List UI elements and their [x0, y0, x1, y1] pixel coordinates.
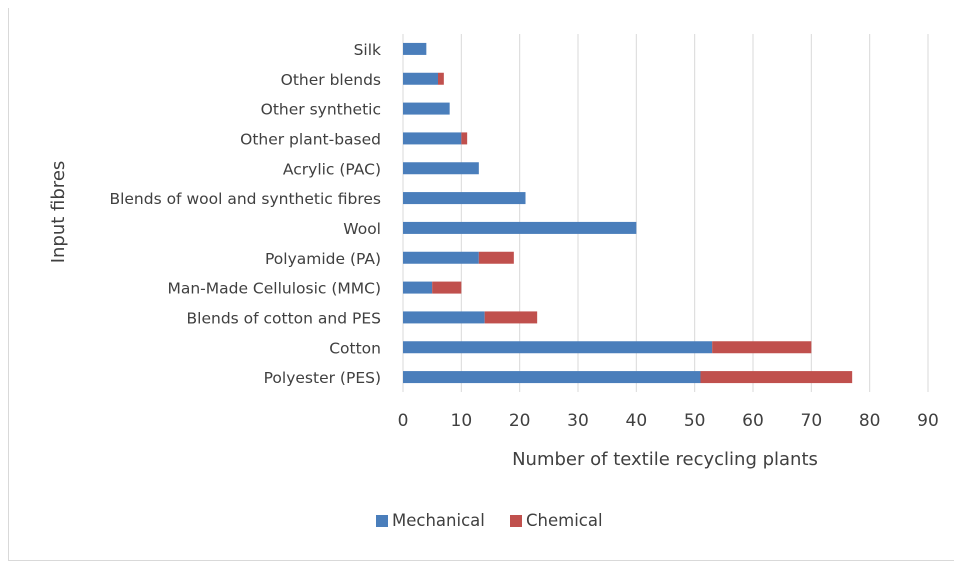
category-label: Other blends — [281, 71, 381, 89]
bar-mechanical — [403, 221, 637, 234]
bar-mechanical — [403, 371, 701, 384]
bar-mechanical — [403, 72, 438, 85]
y-axis-title: Input fibres — [48, 161, 69, 264]
bar-mechanical — [403, 162, 479, 175]
bar-mechanical — [403, 251, 479, 264]
legend-swatch-chemical — [510, 515, 522, 527]
category-label: Wool — [343, 220, 381, 238]
bars — [403, 42, 853, 384]
category-label: Man-Made Cellulosic (MMC) — [167, 280, 381, 298]
x-tick-label: 90 — [917, 411, 939, 431]
legend-label-chemical: Chemical — [526, 511, 603, 530]
category-label: Other plant-based — [240, 130, 381, 148]
category-label: Polyester (PES) — [264, 369, 381, 387]
legend-label-mechanical: Mechanical — [392, 511, 485, 530]
bar-chemical — [438, 72, 444, 85]
x-tick-label: 50 — [684, 411, 706, 431]
category-labels: Polyester (PES) Cotton Blends of cotton an… — [109, 41, 381, 387]
bar-mechanical — [403, 132, 462, 145]
x-tick-label: 0 — [398, 411, 409, 431]
bar-mechanical — [403, 341, 713, 354]
x-axis-title: Number of textile recycling plants — [512, 449, 818, 470]
category-label: Blends of wool and synthetic fibres — [109, 190, 381, 208]
bar-mechanical — [403, 102, 450, 115]
chart-frame — [8, 8, 954, 561]
x-tick-label: 80 — [859, 411, 881, 431]
category-label: Other synthetic — [261, 101, 381, 119]
x-tick-label: 10 — [451, 411, 473, 431]
x-tick-label: 40 — [626, 411, 648, 431]
bar-chemical — [461, 132, 468, 145]
category-label: Cotton — [329, 339, 381, 357]
legend: Mechanical Chemical — [376, 511, 603, 530]
legend-swatch-mechanical — [376, 515, 388, 527]
category-label: Acrylic (PAC) — [283, 160, 381, 178]
bar-mechanical — [403, 311, 485, 324]
category-label: Silk — [354, 41, 381, 59]
x-tick-label: 20 — [509, 411, 531, 431]
x-tick-label: 30 — [567, 411, 589, 431]
gridlines — [402, 34, 929, 392]
bar-chemical — [700, 371, 853, 384]
bar-chemical — [432, 281, 462, 294]
bar-chemical — [484, 311, 538, 324]
bar-mechanical — [403, 42, 427, 55]
x-tick-label: 70 — [801, 411, 823, 431]
bar-mechanical — [403, 192, 526, 205]
x-tick-label: 60 — [742, 411, 764, 431]
category-label: Blends of cotton and PES — [187, 309, 381, 327]
tick-labels: 0 10 20 30 40 50 60 70 80 90 — [398, 411, 939, 431]
bar-chemical — [712, 341, 812, 354]
category-label: Polyamide (PA) — [265, 250, 381, 268]
bar-mechanical — [403, 281, 433, 294]
bar-chemical — [478, 251, 514, 264]
